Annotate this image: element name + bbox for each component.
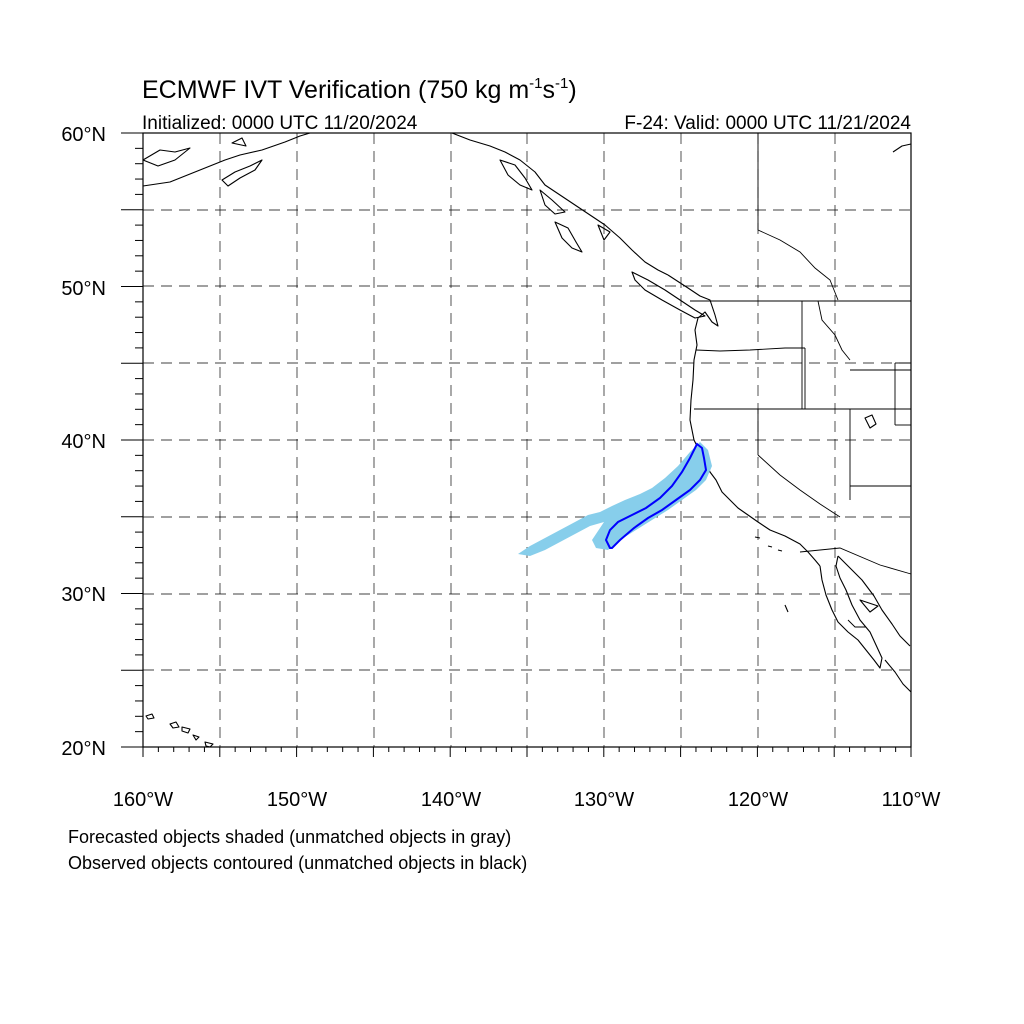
longitude-labels: 160°W 150°W 140°W 130°W 120°W 110°W xyxy=(113,789,941,811)
lon-label-150w: 150°W xyxy=(267,789,327,811)
lat-label-40n: 40°N xyxy=(61,431,106,453)
observed-object-contour xyxy=(604,442,708,549)
coastlines xyxy=(142,132,912,748)
lon-label-110w: 110°W xyxy=(882,789,941,811)
figure-title: ECMWF IVT Verification (750 kg m-1s-1) xyxy=(142,75,577,104)
lon-label-140w: 140°W xyxy=(421,789,481,811)
latitude-labels: 60°N 50°N 40°N 30°N 20°N xyxy=(61,124,106,760)
lat-label-20n: 20°N xyxy=(61,738,106,760)
map-panel xyxy=(121,132,912,757)
forecast-object-shaded xyxy=(518,442,712,556)
lon-label-130w: 130°W xyxy=(574,789,634,811)
legend-forecast-note: Forecasted objects shaded (unmatched obj… xyxy=(68,827,512,847)
lon-label-120w: 120°W xyxy=(728,789,788,811)
initialized-time: Initialized: 0000 UTC 11/20/2024 xyxy=(142,113,418,134)
lat-label-50n: 50°N xyxy=(61,278,106,300)
legend-observed-note: Observed objects contoured (unmatched ob… xyxy=(68,853,528,873)
valid-time: F-24: Valid: 0000 UTC 11/21/2024 xyxy=(624,113,911,134)
forecast-ivt-object xyxy=(518,442,712,556)
lon-label-160w: 160°W xyxy=(113,789,173,811)
lat-label-60n: 60°N xyxy=(61,124,106,146)
observed-ivt-contour xyxy=(604,442,708,549)
lat-label-30n: 30°N xyxy=(61,584,106,606)
political-borders xyxy=(690,133,912,628)
gridlines xyxy=(143,133,911,747)
